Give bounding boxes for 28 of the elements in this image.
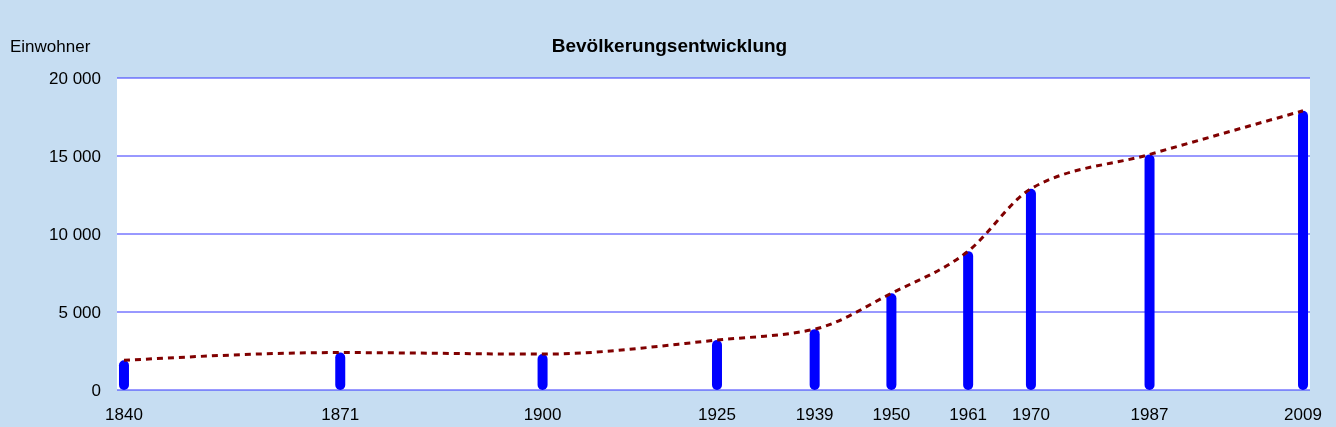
x-tick-label: 2009 [1284, 405, 1322, 424]
y-tick-label: 5 000 [58, 302, 101, 322]
bar [1025, 188, 1036, 390]
line-series [122, 109, 1305, 362]
bar [1298, 110, 1309, 390]
x-tick-label: 1961 [949, 405, 988, 424]
bar [335, 352, 346, 390]
x-tick-label: 1939 [795, 405, 834, 424]
bar [711, 340, 722, 390]
bar [809, 329, 820, 390]
x-tick-label: 1840 [105, 405, 143, 424]
bar [963, 251, 974, 390]
bar [537, 354, 548, 390]
y-tick-label: 0 [91, 380, 101, 400]
x-tick-label: 1925 [698, 405, 736, 424]
bar [886, 293, 897, 390]
bar [118, 360, 129, 390]
x-tick-label: 1970 [1012, 405, 1050, 424]
bar [1144, 154, 1155, 390]
x-tick-label: 1900 [523, 405, 562, 424]
x-tick-label: 1950 [872, 405, 911, 424]
x-tick-label: 1871 [321, 405, 360, 424]
y-tick-label: 20 000 [49, 68, 101, 88]
x-tick-label: 1987 [1130, 405, 1169, 424]
y-tick-label: 10 000 [49, 224, 101, 244]
chart-title: Bevölkerungsentwicklung [551, 35, 788, 56]
y-tick-label: 15 000 [49, 146, 101, 166]
y-axis-title: Einwohner [10, 37, 91, 56]
